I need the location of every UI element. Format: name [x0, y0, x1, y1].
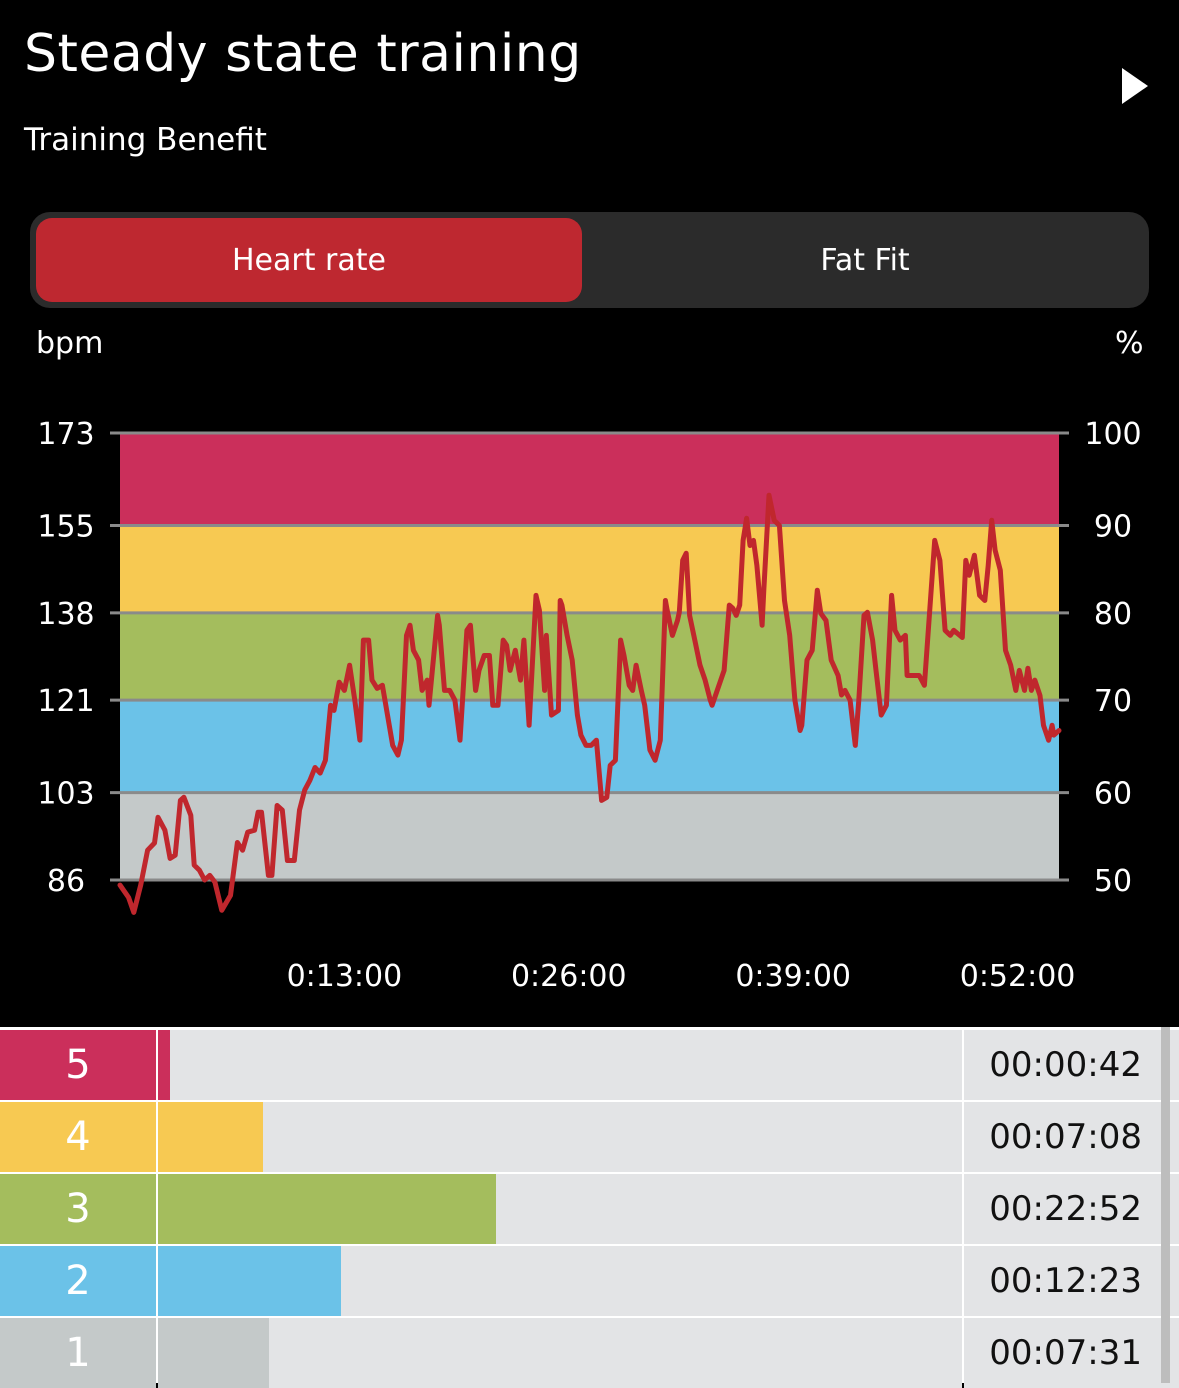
zone-band-1: [120, 792, 1059, 880]
y-tick-bpm: 86: [47, 864, 85, 899]
y-tick-percent: 100: [1084, 417, 1141, 452]
zone-bar-fill: [158, 1318, 270, 1388]
y-tick-percent: 70: [1094, 684, 1132, 719]
y-tick-bpm: 138: [37, 597, 94, 632]
zone-bar-track: [158, 1102, 962, 1172]
play-triangle-icon[interactable]: [1122, 68, 1148, 104]
zone-row-2: 2 00:12:23: [0, 1246, 1179, 1316]
zone-band-5: [120, 433, 1059, 526]
zone-number: 2: [0, 1246, 156, 1316]
zone-row-1: 1 00:07:31: [0, 1318, 1179, 1388]
y-tick-bpm: 121: [37, 684, 94, 719]
y-tick-percent: 80: [1094, 597, 1132, 632]
zone-row-5: 5 00:00:42: [0, 1030, 1179, 1100]
zone-bar-track: [158, 1174, 962, 1244]
y-tick-bpm: 173: [37, 417, 94, 452]
zone-bar-fill: [158, 1102, 264, 1172]
y-tick-bpm: 103: [37, 777, 94, 812]
right-axis-unit: %: [1115, 326, 1144, 361]
chart-type-toggle: Heart rate Fat Fit: [30, 212, 1149, 308]
zone-time: 00:12:23: [964, 1246, 1179, 1316]
zone-time: 00:07:08: [964, 1102, 1179, 1172]
zone-time-table: 5 00:00:42 4 00:07:08 3 00:22:52 2 00:12:23 1 00:…: [0, 1027, 1179, 1388]
zone-bar-fill: [158, 1030, 170, 1100]
zone-bar-track: [158, 1318, 962, 1388]
x-tick-label: 0:52:00: [960, 959, 1076, 994]
zone-bar-fill: [158, 1246, 342, 1316]
zone-number: 5: [0, 1030, 156, 1100]
y-tick-percent: 90: [1094, 509, 1132, 544]
zone-time: 00:00:42: [964, 1030, 1179, 1100]
zone-time: 00:22:52: [964, 1174, 1179, 1244]
heart-rate-line: [117, 492, 1062, 915]
zone-number: 3: [0, 1174, 156, 1244]
zone-number: 4: [0, 1102, 156, 1172]
page-title: Steady state training: [24, 24, 582, 84]
y-tick-percent: 60: [1094, 777, 1132, 812]
heart-rate-chart: 86 50 103 60 121 70 138 80 155 90 173 100 0:13:00 0:2…: [37, 417, 1141, 994]
page-subtitle: Training Benefit: [24, 122, 267, 158]
scrollbar[interactable]: [1161, 1027, 1170, 1383]
zone-band-4: [120, 525, 1059, 613]
zone-bar-fill: [158, 1174, 496, 1244]
tab-heart-rate[interactable]: Heart rate: [36, 218, 582, 302]
zone-number: 1: [0, 1318, 156, 1388]
left-axis-unit: bpm: [36, 326, 104, 361]
zone-row-3: 3 00:22:52: [0, 1174, 1179, 1244]
y-tick-percent: 50: [1094, 864, 1132, 899]
zone-band-3: [120, 612, 1059, 701]
x-tick-label: 0:13:00: [287, 959, 403, 994]
zone-time: 00:07:31: [964, 1318, 1179, 1388]
x-tick-label: 0:39:00: [735, 959, 851, 994]
zone-bar-track: [158, 1246, 962, 1316]
zone-bar-track: [158, 1030, 962, 1100]
y-tick-bpm: 155: [37, 509, 94, 544]
zone-row-4: 4 00:07:08: [0, 1102, 1179, 1172]
x-tick-label: 0:26:00: [511, 959, 627, 994]
tab-fat-fit[interactable]: Fat Fit: [820, 242, 910, 278]
